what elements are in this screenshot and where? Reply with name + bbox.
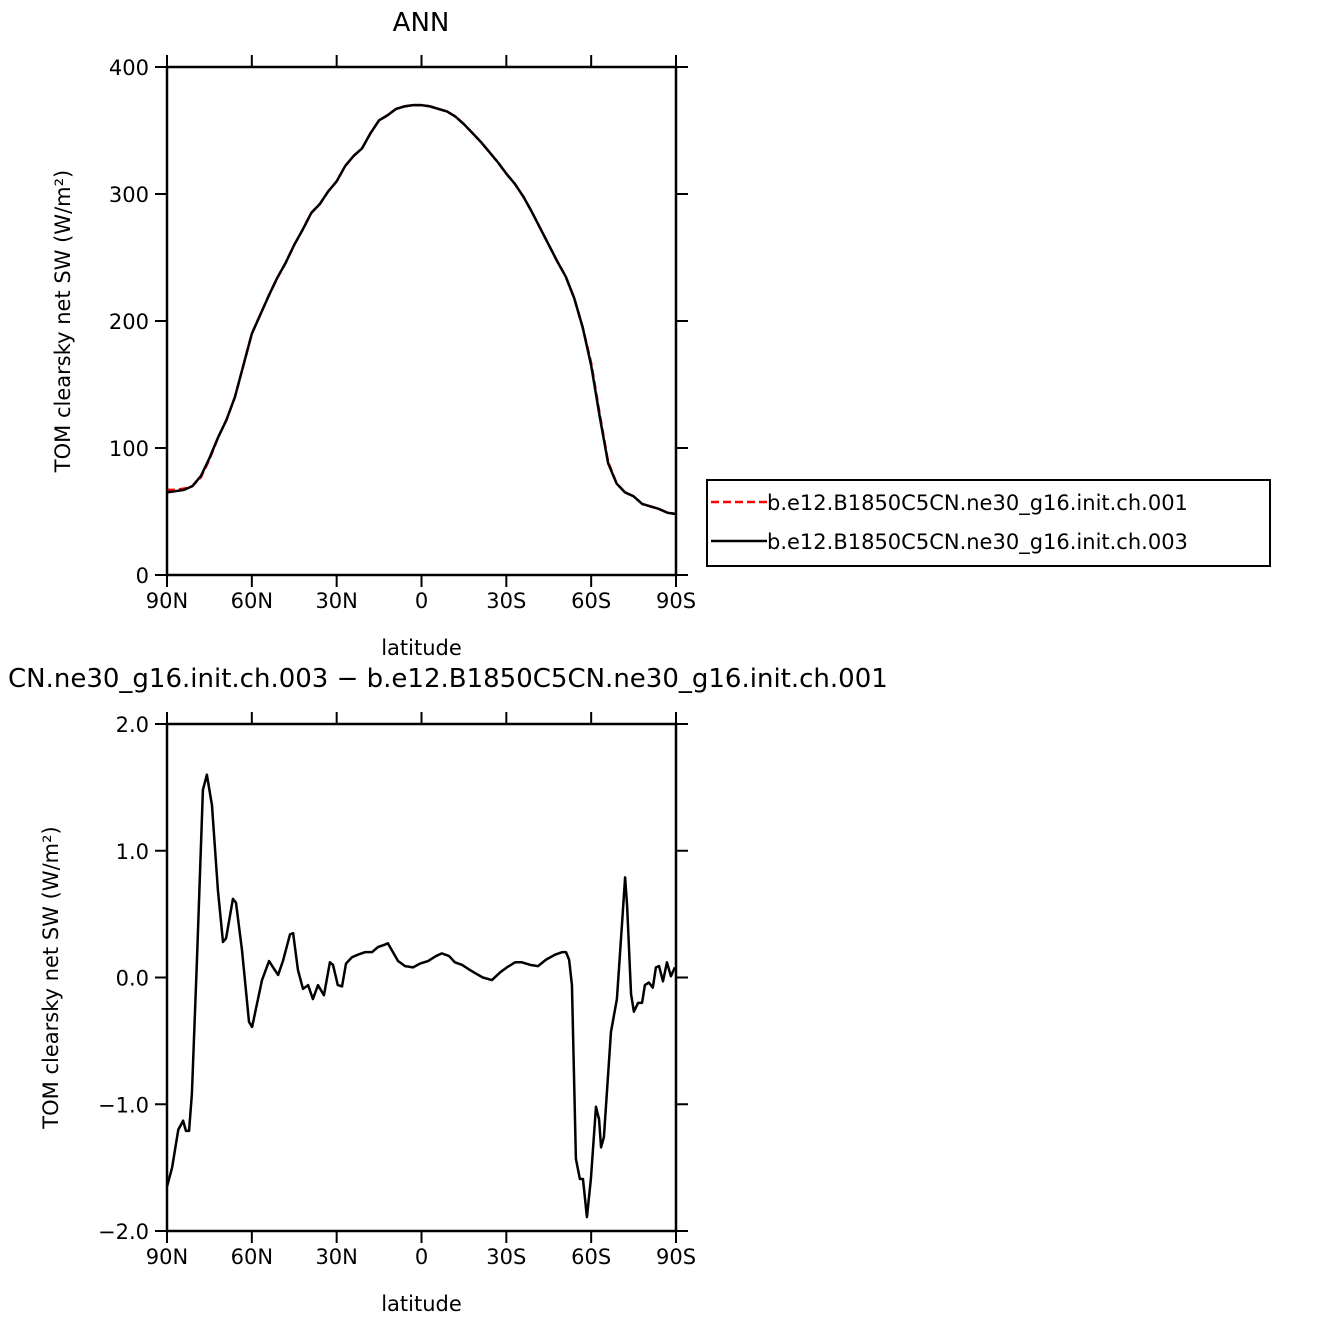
y-tick-label: −2.0 [98,1220,149,1244]
x-axis-label: latitude [381,1292,462,1316]
plot-frame [165,65,678,577]
y-tick-label: 2.0 [116,713,149,737]
x-axis-label: latitude [381,636,462,660]
y-tick-label: −1.0 [98,1093,149,1117]
x-tick-label: 60N [231,1245,273,1269]
x-tick-label: 30N [315,589,357,613]
legend-label: b.e12.B1850C5CN.ne30_g16.init.ch.003 [767,530,1188,555]
y-tick-label: 1.0 [116,840,149,864]
x-tick-label: 90S [656,589,696,613]
data-line [165,773,677,1219]
y-tick-label: 300 [109,183,149,207]
y-axis-label: TOM clearsky net SW (W/m²) [39,826,63,1129]
y-tick-label: 100 [109,437,149,461]
x-tick-label: 60N [231,589,273,613]
x-tick-label: 60S [571,1245,611,1269]
x-tick-label: 90S [656,1245,696,1269]
chart-title: CN.ne30_g16.init.ch.003 − b.e12.B1850C5C… [8,664,888,694]
legend-label: b.e12.B1850C5CN.ne30_g16.init.ch.001 [767,491,1188,516]
x-tick-label: 90N [146,589,188,613]
data-line [167,103,677,516]
x-tick-label: 30N [315,1245,357,1269]
y-tick-label: 0 [136,564,149,588]
x-tick-label: 0 [415,589,428,613]
chart-title: ANN [393,8,450,38]
data-line [166,103,677,516]
plot-frame [165,722,678,1233]
y-tick-label: 0.0 [116,967,149,991]
legend-box [706,479,1271,567]
x-tick-label: 90N [146,1245,188,1269]
y-tick-label: 400 [109,56,149,80]
x-tick-label: 60S [571,589,611,613]
x-tick-label: 0 [415,1245,428,1269]
y-tick-label: 200 [109,310,149,334]
x-tick-label: 30S [486,589,526,613]
y-axis-label: TOM clearsky net SW (W/m²) [51,170,75,473]
legend: b.e12.B1850C5CN.ne30_g16.init.ch.001 b.e1… [706,479,1271,567]
x-tick-label: 30S [486,1245,526,1269]
